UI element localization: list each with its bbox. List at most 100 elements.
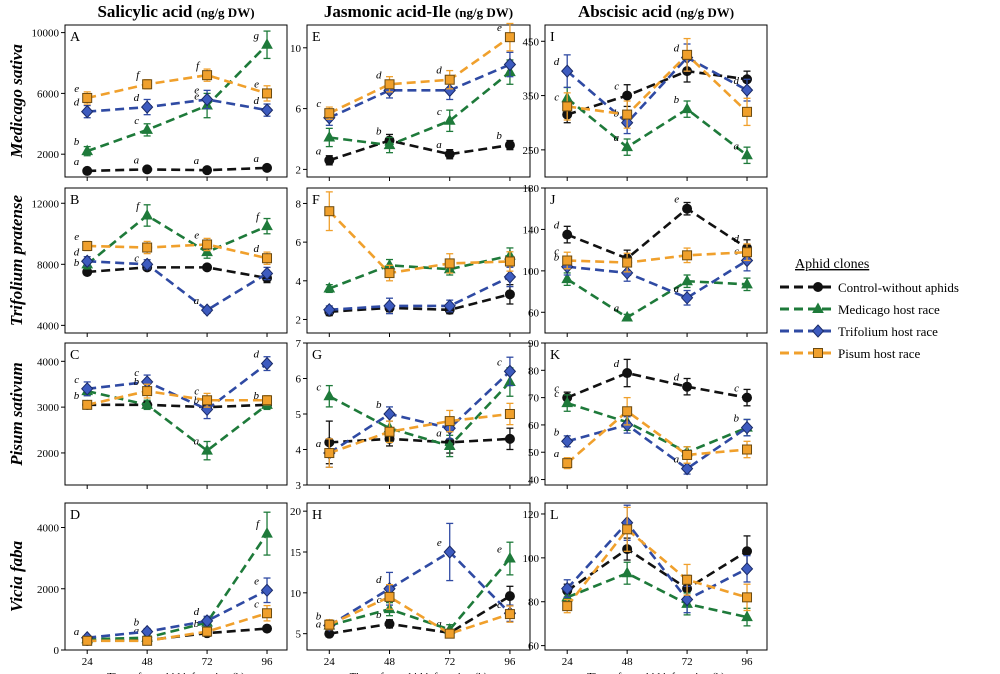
data-point	[562, 601, 573, 612]
significance-label: b	[376, 126, 382, 138]
series-trifolium-host-race	[323, 51, 517, 126]
data-point	[324, 108, 335, 119]
data-point	[262, 395, 273, 406]
y-tick-label: 8000	[37, 259, 60, 271]
data-point	[202, 395, 213, 406]
series-line	[87, 403, 268, 409]
row-title-pisum-sativum: Pisum sativum	[7, 362, 26, 466]
data-point	[324, 619, 335, 630]
significance-label: a	[74, 626, 80, 638]
legend-entry-trifolium-host-race: Trifolium host race	[780, 324, 938, 339]
data-point	[444, 258, 455, 269]
series-line	[566, 547, 748, 592]
series-line	[328, 595, 511, 636]
data-point	[141, 123, 153, 134]
data-point	[384, 426, 395, 437]
significance-label: c	[316, 98, 321, 110]
significance-label: e	[194, 84, 199, 96]
legend-marker	[812, 302, 824, 313]
data-point	[682, 203, 693, 214]
series-pisum-host-race: e ed	[74, 229, 273, 265]
series-control-without-aphids: aba	[316, 585, 515, 639]
series-line	[567, 250, 748, 264]
data-point	[682, 381, 693, 392]
data-point	[504, 609, 515, 620]
series-medicago-host-race: a	[561, 272, 753, 322]
data-point	[504, 591, 515, 602]
significance-label: e	[254, 78, 259, 90]
series-line	[566, 278, 748, 319]
data-point	[81, 254, 94, 269]
series-line	[566, 409, 748, 465]
data-point	[680, 592, 694, 607]
significance-label: a	[614, 302, 620, 314]
significance-label: c	[554, 91, 559, 103]
series-line	[328, 63, 511, 119]
y-tick-label: 50	[528, 447, 540, 459]
y-tick-label: 12000	[32, 198, 60, 210]
significance-label: c	[554, 246, 559, 258]
column-title-abscisic-acid: Abscisic acid (ng/g DW)	[578, 2, 734, 21]
significance-label: c	[734, 383, 739, 395]
y-tick-label: 60	[528, 307, 540, 319]
data-point	[324, 448, 335, 459]
data-point	[504, 140, 515, 151]
data-point	[741, 277, 753, 289]
significance-label: b	[134, 617, 140, 629]
x-tick-label: 24	[324, 656, 336, 668]
data-point	[82, 635, 93, 646]
series-line	[566, 520, 748, 602]
data-point	[562, 101, 573, 112]
series-line	[328, 557, 511, 632]
panel-letter: H	[312, 508, 322, 523]
data-point	[201, 444, 213, 455]
data-point	[680, 461, 694, 476]
significance-label: a	[436, 139, 442, 151]
data-point	[742, 392, 753, 403]
legend-marker	[813, 282, 823, 292]
data-point	[622, 406, 633, 417]
data-point	[81, 382, 94, 396]
series-control-without-aphids	[562, 535, 753, 603]
legend-label: Pisum host race	[838, 346, 921, 361]
significance-label: b	[734, 413, 740, 425]
y-tick-label: 10	[290, 588, 302, 600]
legend-label: Control-without aphids	[838, 280, 959, 295]
legend-label: Medicago host race	[838, 302, 940, 317]
y-tick-label: 180	[523, 183, 540, 195]
series-line	[566, 371, 748, 399]
y-tick-label: 120	[523, 509, 540, 521]
series-medicago-host-race: c	[323, 59, 516, 154]
significance-label: d	[254, 349, 260, 361]
legend-marker	[811, 324, 825, 338]
significance-label: b	[376, 609, 382, 621]
series-line	[328, 550, 511, 627]
significance-label: d	[134, 92, 140, 104]
data-point	[622, 90, 633, 101]
significance-label: b	[194, 394, 200, 406]
y-tick-label: 10	[290, 43, 302, 55]
significance-label: e	[497, 544, 502, 556]
y-tick-label: 140	[523, 224, 540, 236]
data-point	[681, 102, 693, 114]
series-medicago-host-race: f	[81, 511, 273, 644]
significance-label: e	[194, 91, 199, 103]
column-title-jasmonic-acid-ile: Jasmonic acid-Ile (ng/g DW)	[324, 2, 513, 21]
series-medicago-host-race: c	[554, 388, 753, 459]
y-tick-label: 6	[296, 237, 302, 249]
significance-label: c	[194, 385, 199, 397]
data-point	[504, 256, 515, 267]
data-point	[384, 268, 395, 279]
significance-label: b	[74, 390, 80, 402]
y-tick-label: 80	[528, 597, 540, 609]
y-tick-label: 10000	[32, 28, 60, 40]
y-tick-label: 70	[528, 393, 540, 405]
series-pisum-host-race: c	[82, 598, 273, 646]
series-line	[328, 381, 511, 448]
significance-label: d	[194, 606, 200, 618]
data-point	[324, 206, 335, 217]
data-point	[741, 610, 753, 622]
legend-entry-pisum-host-race: Pisum host race	[780, 346, 921, 361]
